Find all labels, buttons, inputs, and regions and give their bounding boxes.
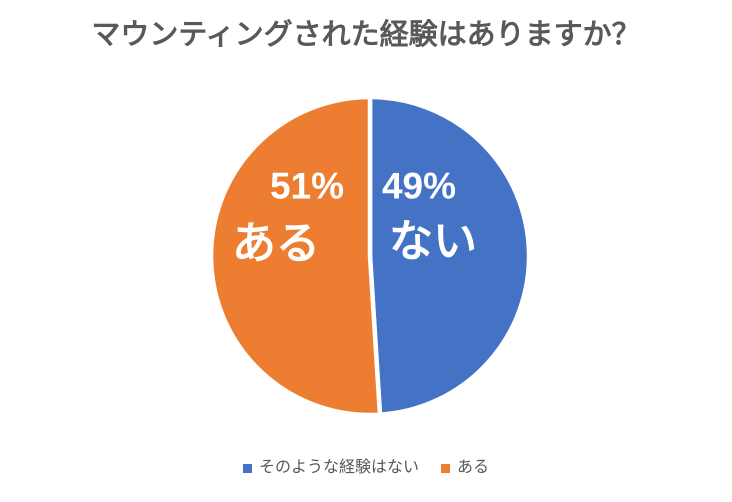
slice-category-label-aru: ある xyxy=(232,219,320,268)
legend-swatch-blue xyxy=(242,463,252,473)
legend: そのような経験はない ある xyxy=(0,460,732,476)
legend-label-aru: ある xyxy=(457,459,490,476)
legend-swatch-orange xyxy=(441,463,450,473)
legend-item-aru: ある xyxy=(441,460,489,476)
chart-title: マウンティングされた経験はありますか？ xyxy=(91,19,641,51)
slice-category-label-nai: ない xyxy=(389,217,477,266)
legend-label-nai: そのような経験はない xyxy=(258,459,419,476)
legend-item-nai: そのような経験はない xyxy=(242,459,419,476)
pie-slice-nai xyxy=(367,94,532,418)
slice-percent-label-nai: 49% xyxy=(381,165,457,207)
pie-slice-aru xyxy=(208,94,383,418)
slice-percent-label-aru: 51% xyxy=(269,165,345,207)
